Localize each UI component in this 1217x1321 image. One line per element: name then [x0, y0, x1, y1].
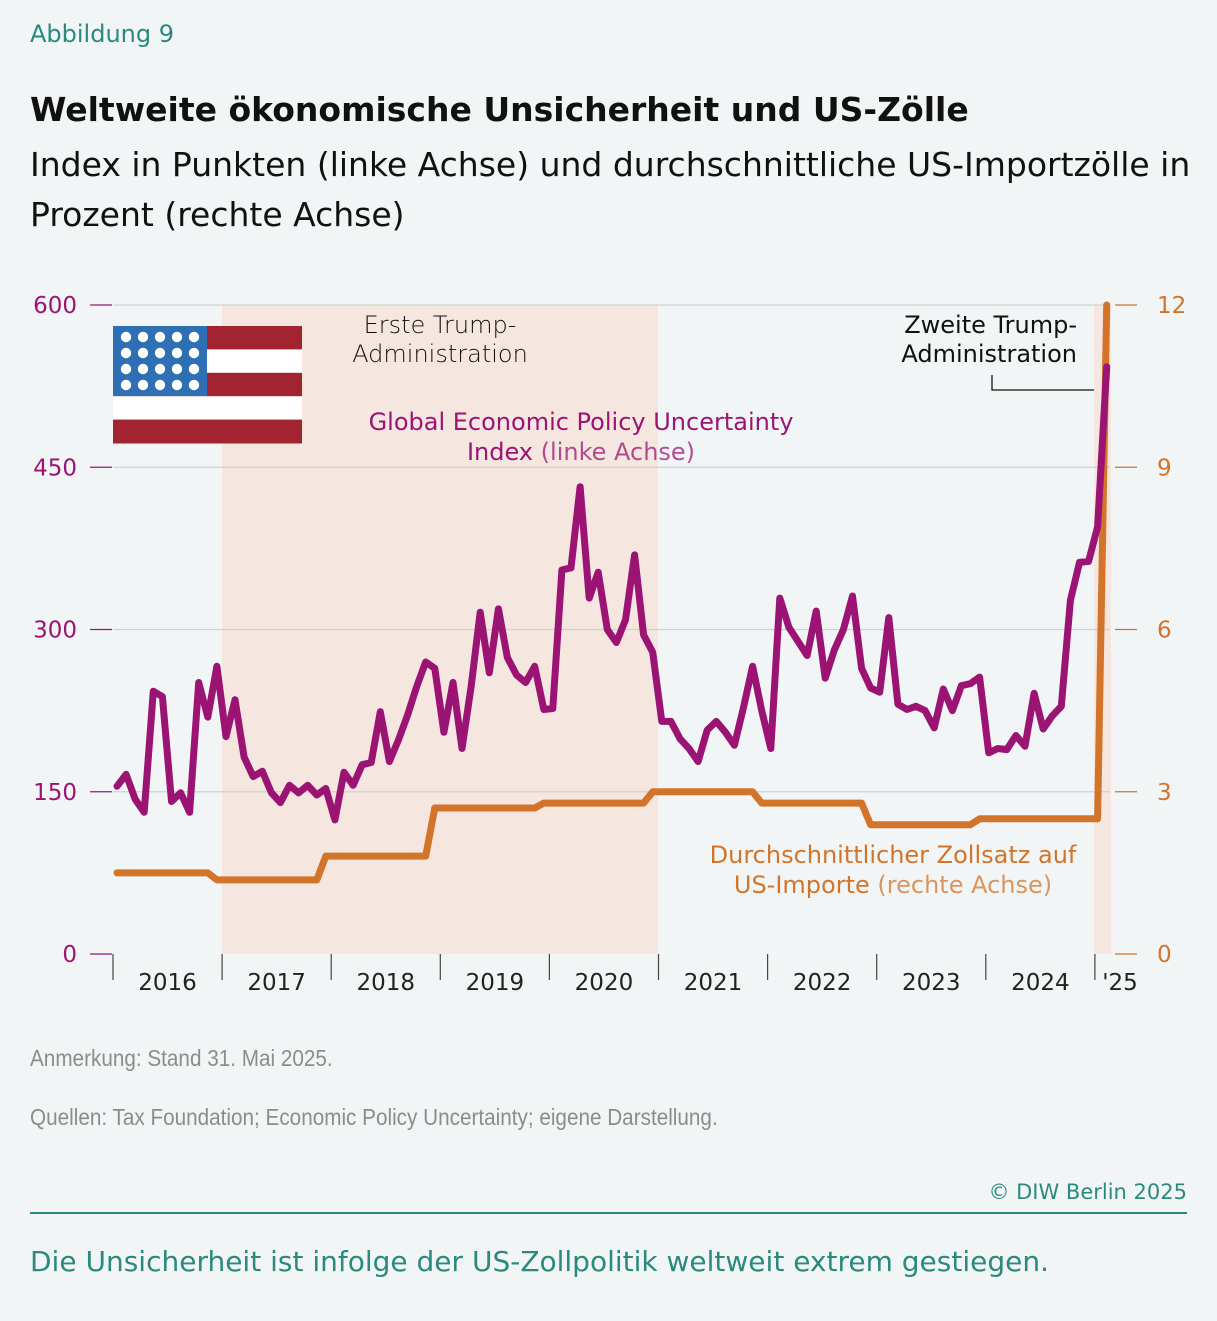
x-tick-label: 2024: [1011, 970, 1070, 996]
legend-epu-name: Index: [467, 438, 533, 466]
legend-tariff-axis: (rechte Achse): [877, 871, 1052, 899]
x-tick-label: 2018: [356, 970, 415, 996]
annotation-second-trump: Zweite Trump- Administration: [901, 311, 1094, 391]
flag-star: [171, 347, 183, 359]
annotation-second-line2: Administration: [901, 340, 1077, 368]
series-lines: [113, 301, 1111, 884]
flag-star: [120, 379, 132, 391]
x-tick-label: 2020: [575, 970, 634, 996]
flag-star: [188, 331, 200, 343]
x-tick-label: 2023: [902, 970, 961, 996]
chart-subtitle: Index in Punkten (linke Achse) und durch…: [30, 145, 1191, 234]
flag-star: [137, 347, 149, 359]
flag-star: [154, 379, 166, 391]
chart-title: Weltweite ökonomische Unsicherheit und U…: [30, 90, 969, 129]
chart: 0 150 300 450 600 0 3 6 9 12 2016 2017 2018 2019 2020 2…: [33, 293, 1186, 996]
x-tick-label: 2022: [793, 970, 852, 996]
legend-epu-axis: (linke Achse): [541, 438, 695, 466]
left-tick-label: 600: [33, 293, 77, 319]
figure-label: Abbildung 9: [30, 20, 175, 48]
right-tick-label: 0: [1157, 942, 1172, 968]
legend-epu-line2: Index (linke Achse): [467, 438, 695, 466]
legend-tariff-name: US-Importe: [734, 871, 870, 899]
legend-tariff-line2: US-Importe (rechte Achse): [734, 871, 1052, 899]
flag-star: [154, 331, 166, 343]
flag-star: [171, 331, 183, 343]
flag-star: [120, 331, 132, 343]
annotation-second-line1: Zweite Trump-: [904, 311, 1077, 339]
legend-tariff-line1: Durchschnittlicher Zollsatz auf: [710, 841, 1077, 869]
annotation-first-line1: Erste Trump-: [364, 311, 517, 339]
copyright: © DIW Berlin 2025: [988, 1180, 1187, 1204]
flag-star: [137, 379, 149, 391]
legend-epu: Global Economic Policy Uncertainty Index…: [369, 408, 794, 466]
left-tick-label: 300: [33, 618, 77, 644]
caption: Die Unsicherheit ist infolge der US-Zoll…: [30, 1245, 1049, 1278]
flag-star: [120, 363, 132, 375]
right-tick-label: 6: [1157, 618, 1172, 644]
x-tick-label: 2017: [247, 970, 306, 996]
flag-star: [154, 363, 166, 375]
x-tick-label: '25: [1102, 970, 1138, 996]
note: Anmerkung: Stand 31. Mai 2025.: [30, 1045, 333, 1071]
annotation-bracket: [991, 375, 1094, 391]
flag-star: [171, 363, 183, 375]
axes: 0 150 300 450 600 0 3 6 9 12 2016 2017 2018 2019 2020 2…: [33, 293, 1186, 996]
legend-epu-line1: Global Economic Policy Uncertainty: [369, 408, 794, 436]
flag-star: [171, 379, 183, 391]
flag-star: [154, 347, 166, 359]
x-tick-label: 2019: [466, 970, 525, 996]
sources: Quellen: Tax Foundation; Economic Policy…: [30, 1104, 718, 1130]
flag-star: [120, 347, 132, 359]
tariff-line: [113, 301, 1111, 884]
flag-star: [188, 347, 200, 359]
x-tick-label: 2021: [684, 970, 743, 996]
flag-star: [137, 331, 149, 343]
divider: [30, 1212, 1187, 1214]
flag-stripe: [113, 419, 302, 444]
annotation-first-trump: Erste Trump- Administration: [352, 311, 528, 368]
x-tick-label: 2016: [138, 970, 197, 996]
right-tick-label: 9: [1157, 455, 1172, 481]
left-tick-label: 450: [33, 455, 77, 481]
flag-star: [188, 379, 200, 391]
left-tick-label: 0: [62, 942, 77, 968]
flag-stripe: [113, 396, 302, 421]
right-tick-label: 12: [1157, 293, 1186, 319]
flag-star: [137, 363, 149, 375]
legend-tariff: Durchschnittlicher Zollsatz auf US-Impor…: [710, 841, 1077, 899]
left-tick-label: 150: [33, 780, 77, 806]
annotation-first-line2: Administration: [352, 340, 528, 368]
us-flag-icon: [113, 326, 302, 444]
right-tick-label: 3: [1157, 780, 1172, 806]
epu-line: [113, 363, 1111, 824]
flag-star: [188, 363, 200, 375]
